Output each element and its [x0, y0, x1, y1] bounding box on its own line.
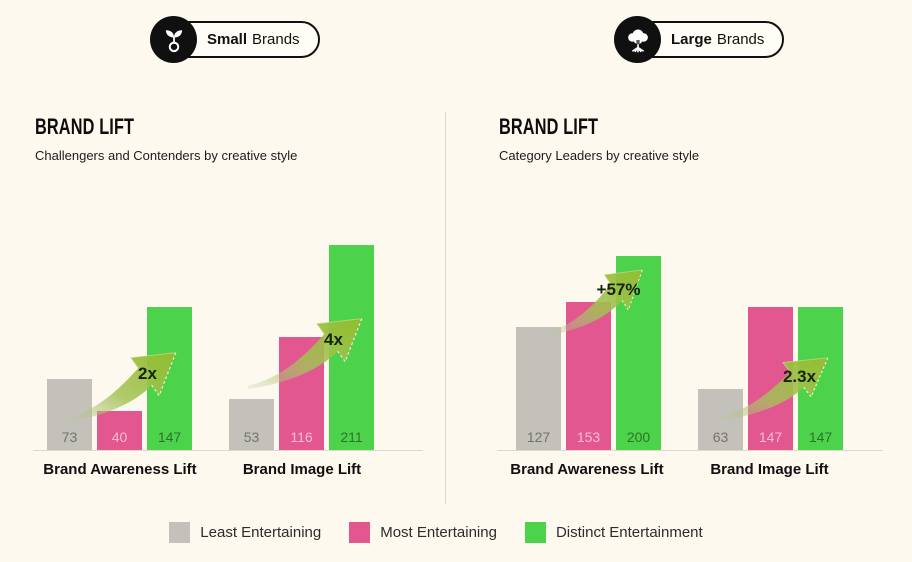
- legend-item-most-entertaining: Most Entertaining: [349, 522, 497, 543]
- left-chart-baseline: [33, 450, 423, 451]
- bar-least-entertaining: 53: [229, 399, 274, 450]
- bar-most-entertaining: 40: [97, 411, 142, 450]
- left-panel-title: BRAND LIFT: [35, 114, 135, 139]
- bar-value-label: 153: [576, 429, 601, 445]
- bar-value-label: 116: [290, 429, 313, 445]
- badge-bold-text: Small: [207, 31, 248, 48]
- sprout-icon: [150, 16, 197, 63]
- legend-item-least-entertaining: Least Entertaining: [169, 522, 321, 543]
- group-label-awareness-small: Brand Awareness Lift: [43, 461, 197, 478]
- badge-small-brands: Small Brands: [150, 16, 320, 63]
- tree-icon: [614, 16, 661, 63]
- bar-value-label: 53: [243, 429, 260, 445]
- left-panel-subtitle: Challengers and Contenders by creative s…: [35, 148, 298, 163]
- left-panel-header: BRAND LIFT Challengers and Contenders by…: [35, 114, 297, 163]
- bar-value-label: 147: [157, 429, 182, 445]
- growth-arrow-icon: 2.3x: [712, 350, 837, 428]
- growth-multiplier-label: 2.3x: [782, 367, 817, 387]
- bar-value-label: 147: [758, 429, 783, 445]
- legend-label: Distinct Entertainment: [555, 524, 703, 541]
- badge-small-brands-pill: Small Brands: [171, 21, 320, 58]
- badge-large-brands: Large Brands: [614, 16, 785, 63]
- badge-rest-text: Brands: [716, 31, 765, 48]
- right-panel-header: BRAND LIFT Category Leaders by creative …: [499, 114, 699, 163]
- growth-multiplier-label: 2x: [138, 364, 157, 384]
- bar-value-label: 63: [712, 429, 729, 445]
- legend-swatch-green: [524, 522, 546, 543]
- right-chart-baseline: [497, 450, 883, 451]
- legend-label: Least Entertaining: [200, 524, 322, 541]
- group-label-awareness-large: Brand Awareness Lift: [510, 461, 664, 478]
- legend: Least Entertaining Most Entertaining Dis…: [0, 522, 892, 543]
- panel-divider: [445, 112, 446, 504]
- legend-swatch-gray: [169, 522, 191, 543]
- legend-item-distinct-entertainment: Distinct Entertainment: [524, 522, 703, 543]
- right-panel-title: BRAND LIFT: [499, 114, 599, 139]
- growth-multiplier-label: +57%: [596, 280, 641, 299]
- bar-least-entertaining: 127: [516, 327, 561, 450]
- legend-swatch-pink: [349, 522, 371, 543]
- growth-arrow-icon: 4x: [246, 310, 371, 396]
- right-panel-subtitle: Category Leaders by creative style: [499, 148, 700, 163]
- bar-value-label: 40: [111, 429, 128, 445]
- bar-value-label: 147: [808, 429, 833, 445]
- bar-value-label: 73: [61, 429, 78, 445]
- bar-value-label: 127: [526, 429, 551, 445]
- badge-bold-text: Large: [671, 31, 712, 48]
- growth-multiplier-label: 4x: [324, 330, 343, 350]
- group-label-image-small: Brand Image Lift: [242, 461, 362, 478]
- growth-arrow-icon: +57%: [545, 262, 650, 342]
- badge-rest-text: Brands: [252, 31, 300, 48]
- legend-label: Most Entertaining: [380, 524, 497, 541]
- bar-value-label: 200: [626, 429, 651, 445]
- group-label-image-large: Brand Image Lift: [710, 461, 829, 478]
- bar-value-label: 211: [340, 429, 363, 445]
- growth-arrow-icon: 2x: [60, 344, 185, 430]
